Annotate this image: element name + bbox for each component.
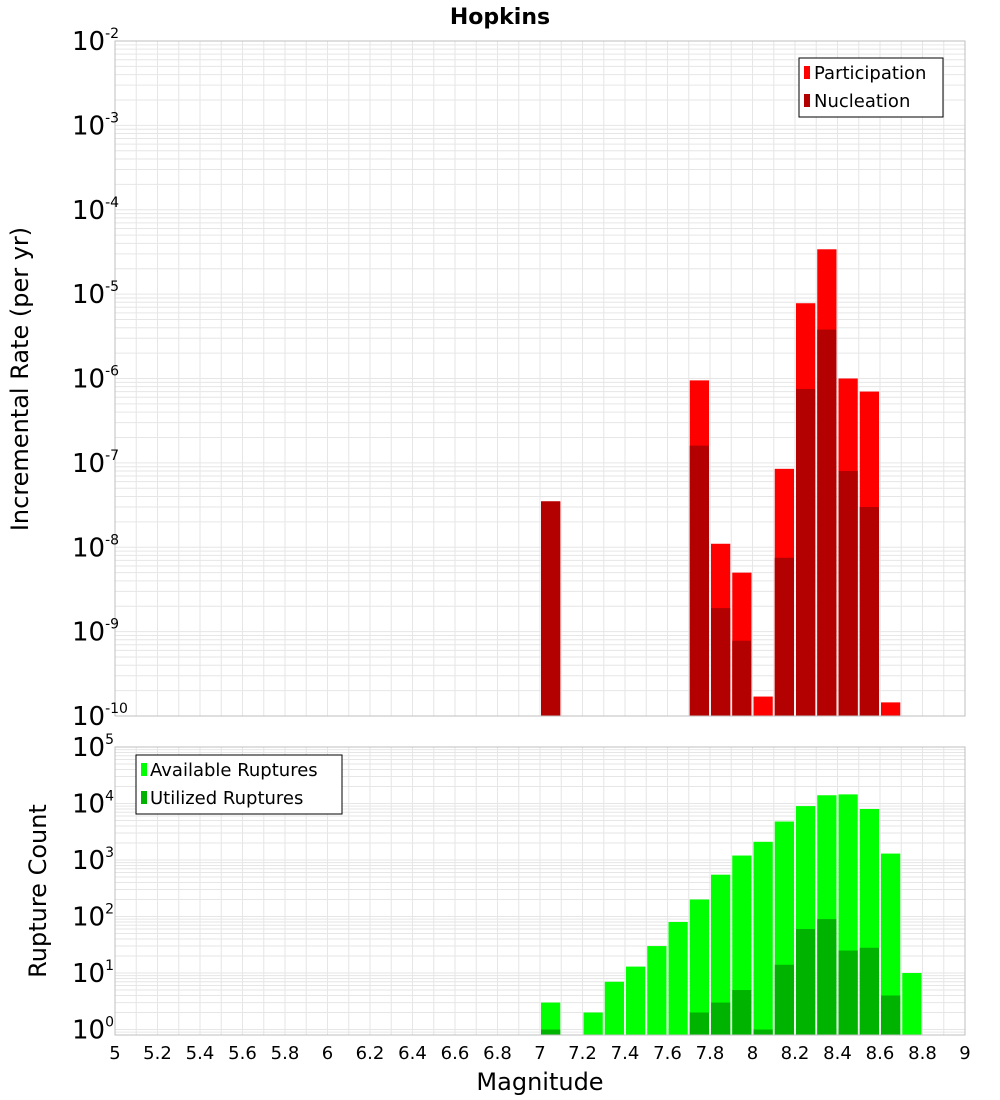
count-bar-utilized-ruptures	[796, 929, 816, 1035]
count-legend-box	[135, 754, 343, 815]
rate-bars	[541, 249, 901, 716]
rate-legend-box	[798, 57, 944, 118]
count-y-tick-label: 105	[72, 732, 114, 763]
rate-bar-nucleation	[774, 557, 794, 716]
count-bar-utilized-ruptures	[732, 990, 752, 1035]
count-bar-available-ruptures	[753, 841, 773, 1035]
count-bar-available-ruptures	[647, 946, 667, 1035]
count-bar-utilized-ruptures	[711, 1002, 731, 1035]
rate-y-tick-label: 10-3	[72, 110, 119, 141]
x-tick-label: 7	[534, 1043, 545, 1064]
count-panel: 100 101 102 103 104 105 Rupture Count Availab…	[24, 732, 966, 1046]
rate-bar-nucleation	[689, 445, 709, 716]
participation-legend-swatch	[804, 66, 810, 79]
count-bar-available-ruptures	[541, 1002, 561, 1035]
x-tick-labels: 5 5.2 5.4 5.6 5.8 6 6.2 6.4 6.6 6.8 7 7.2 7.4 7.6 7.8 8…	[109, 1043, 970, 1064]
count-plot-border	[114, 746, 966, 1036]
rate-y-tick-label: 10-6	[72, 364, 119, 395]
rate-y-tick-label: 10-5	[72, 279, 119, 310]
x-tick-label: 7.2	[568, 1043, 597, 1064]
participation-legend-label: Participation	[814, 63, 926, 84]
rate-bar-nucleation	[541, 501, 561, 716]
rate-bar-nucleation	[859, 506, 879, 716]
count-legend: Available Ruptures Utilized Ruptures	[135, 754, 343, 815]
x-tick-label: 7.4	[611, 1043, 640, 1064]
x-tick-label: 9	[959, 1043, 970, 1064]
rate-y-ticks: 10-10 10-9 10-8 10-7 10-6 10-5 10-4 10-3 10-2	[72, 26, 128, 732]
x-tick-label: 6.6	[441, 1043, 470, 1064]
rate-y-axis-label: Incremental Rate (per yr)	[6, 227, 34, 531]
available-legend-label: Available Ruptures	[150, 760, 318, 781]
count-bar-available-ruptures	[902, 973, 922, 1035]
x-tick-label: 8.2	[781, 1043, 810, 1064]
count-bar-available-ruptures	[668, 921, 688, 1035]
count-bar-utilized-ruptures	[859, 947, 879, 1035]
nucleation-legend-label: Nucleation	[814, 91, 910, 112]
rate-bar-nucleation	[732, 640, 752, 716]
count-bar-available-ruptures	[881, 853, 901, 1035]
count-bar-utilized-ruptures	[753, 1029, 773, 1035]
x-tick-label: 7.6	[653, 1043, 682, 1064]
count-bar-utilized-ruptures	[881, 995, 901, 1035]
x-tick-label: 8	[747, 1043, 758, 1064]
count-bars	[541, 794, 922, 1035]
x-tick-label: 5.4	[186, 1043, 215, 1064]
count-bar-available-ruptures	[604, 981, 624, 1035]
count-y-tick-label: 101	[72, 958, 114, 989]
rate-y-tick-label: 10-8	[72, 532, 119, 563]
rate-y-tick-label: 10-4	[72, 195, 119, 226]
count-bar-utilized-ruptures	[541, 1029, 561, 1035]
count-bar-available-ruptures	[583, 1012, 603, 1035]
utilized-legend-swatch	[141, 791, 147, 804]
rate-panel: 10-10 10-9 10-8 10-7 10-6 10-5 10-4 10-3 10-2 In…	[6, 26, 966, 732]
x-tick-label: 5.6	[228, 1043, 257, 1064]
count-bar-utilized-ruptures	[689, 1012, 709, 1035]
rate-bar-nucleation	[817, 329, 837, 716]
rate-bar-participation	[753, 696, 773, 716]
x-tick-label: 8.8	[908, 1043, 937, 1064]
count-y-ticks: 100 101 102 103 104 105	[72, 732, 114, 1046]
x-tick-label: 6.8	[483, 1043, 512, 1064]
count-bar-utilized-ruptures	[817, 919, 837, 1035]
count-bar-utilized-ruptures	[838, 950, 858, 1035]
x-axis-label: Magnitude	[476, 1068, 603, 1096]
x-tick-label: 8.6	[866, 1043, 895, 1064]
rate-y-tick-label: 10-9	[72, 617, 119, 648]
count-bar-available-ruptures	[626, 966, 646, 1035]
count-bar-utilized-ruptures	[774, 964, 794, 1035]
x-tick-label: 8.4	[823, 1043, 852, 1064]
count-y-tick-label: 104	[72, 789, 114, 820]
rate-bar-nucleation	[711, 608, 731, 716]
count-bar-available-ruptures	[711, 874, 731, 1035]
rate-y-tick-label: 10-10	[72, 701, 128, 732]
x-tick-label: 5.8	[271, 1043, 300, 1064]
rate-legend: Participation Nucleation	[798, 57, 944, 118]
available-legend-swatch	[141, 763, 147, 776]
rate-bar-nucleation	[796, 389, 816, 716]
count-y-tick-label: 103	[72, 845, 114, 876]
x-tick-label: 7.8	[696, 1043, 725, 1064]
x-tick-label: 6	[322, 1043, 333, 1064]
x-tick-label: 5.2	[143, 1043, 172, 1064]
x-tick-label: 6.4	[398, 1043, 427, 1064]
rate-y-tick-label: 10-2	[72, 26, 119, 57]
rate-plot-border	[114, 40, 966, 717]
rate-bar-nucleation	[838, 471, 858, 716]
rate-gridlines	[114, 41, 966, 717]
count-y-tick-label: 100	[72, 1015, 114, 1046]
count-y-tick-label: 102	[72, 902, 114, 933]
x-tick-label: 5	[109, 1043, 120, 1064]
count-bar-available-ruptures	[689, 899, 709, 1035]
rate-y-tick-label: 10-7	[72, 448, 119, 479]
utilized-legend-label: Utilized Ruptures	[150, 788, 303, 809]
count-y-axis-label: Rupture Count	[24, 804, 52, 978]
nucleation-legend-swatch	[804, 94, 810, 107]
rate-bar-participation	[881, 702, 901, 716]
x-tick-label: 6.2	[356, 1043, 385, 1064]
chart-title: Hopkins	[450, 5, 550, 30]
